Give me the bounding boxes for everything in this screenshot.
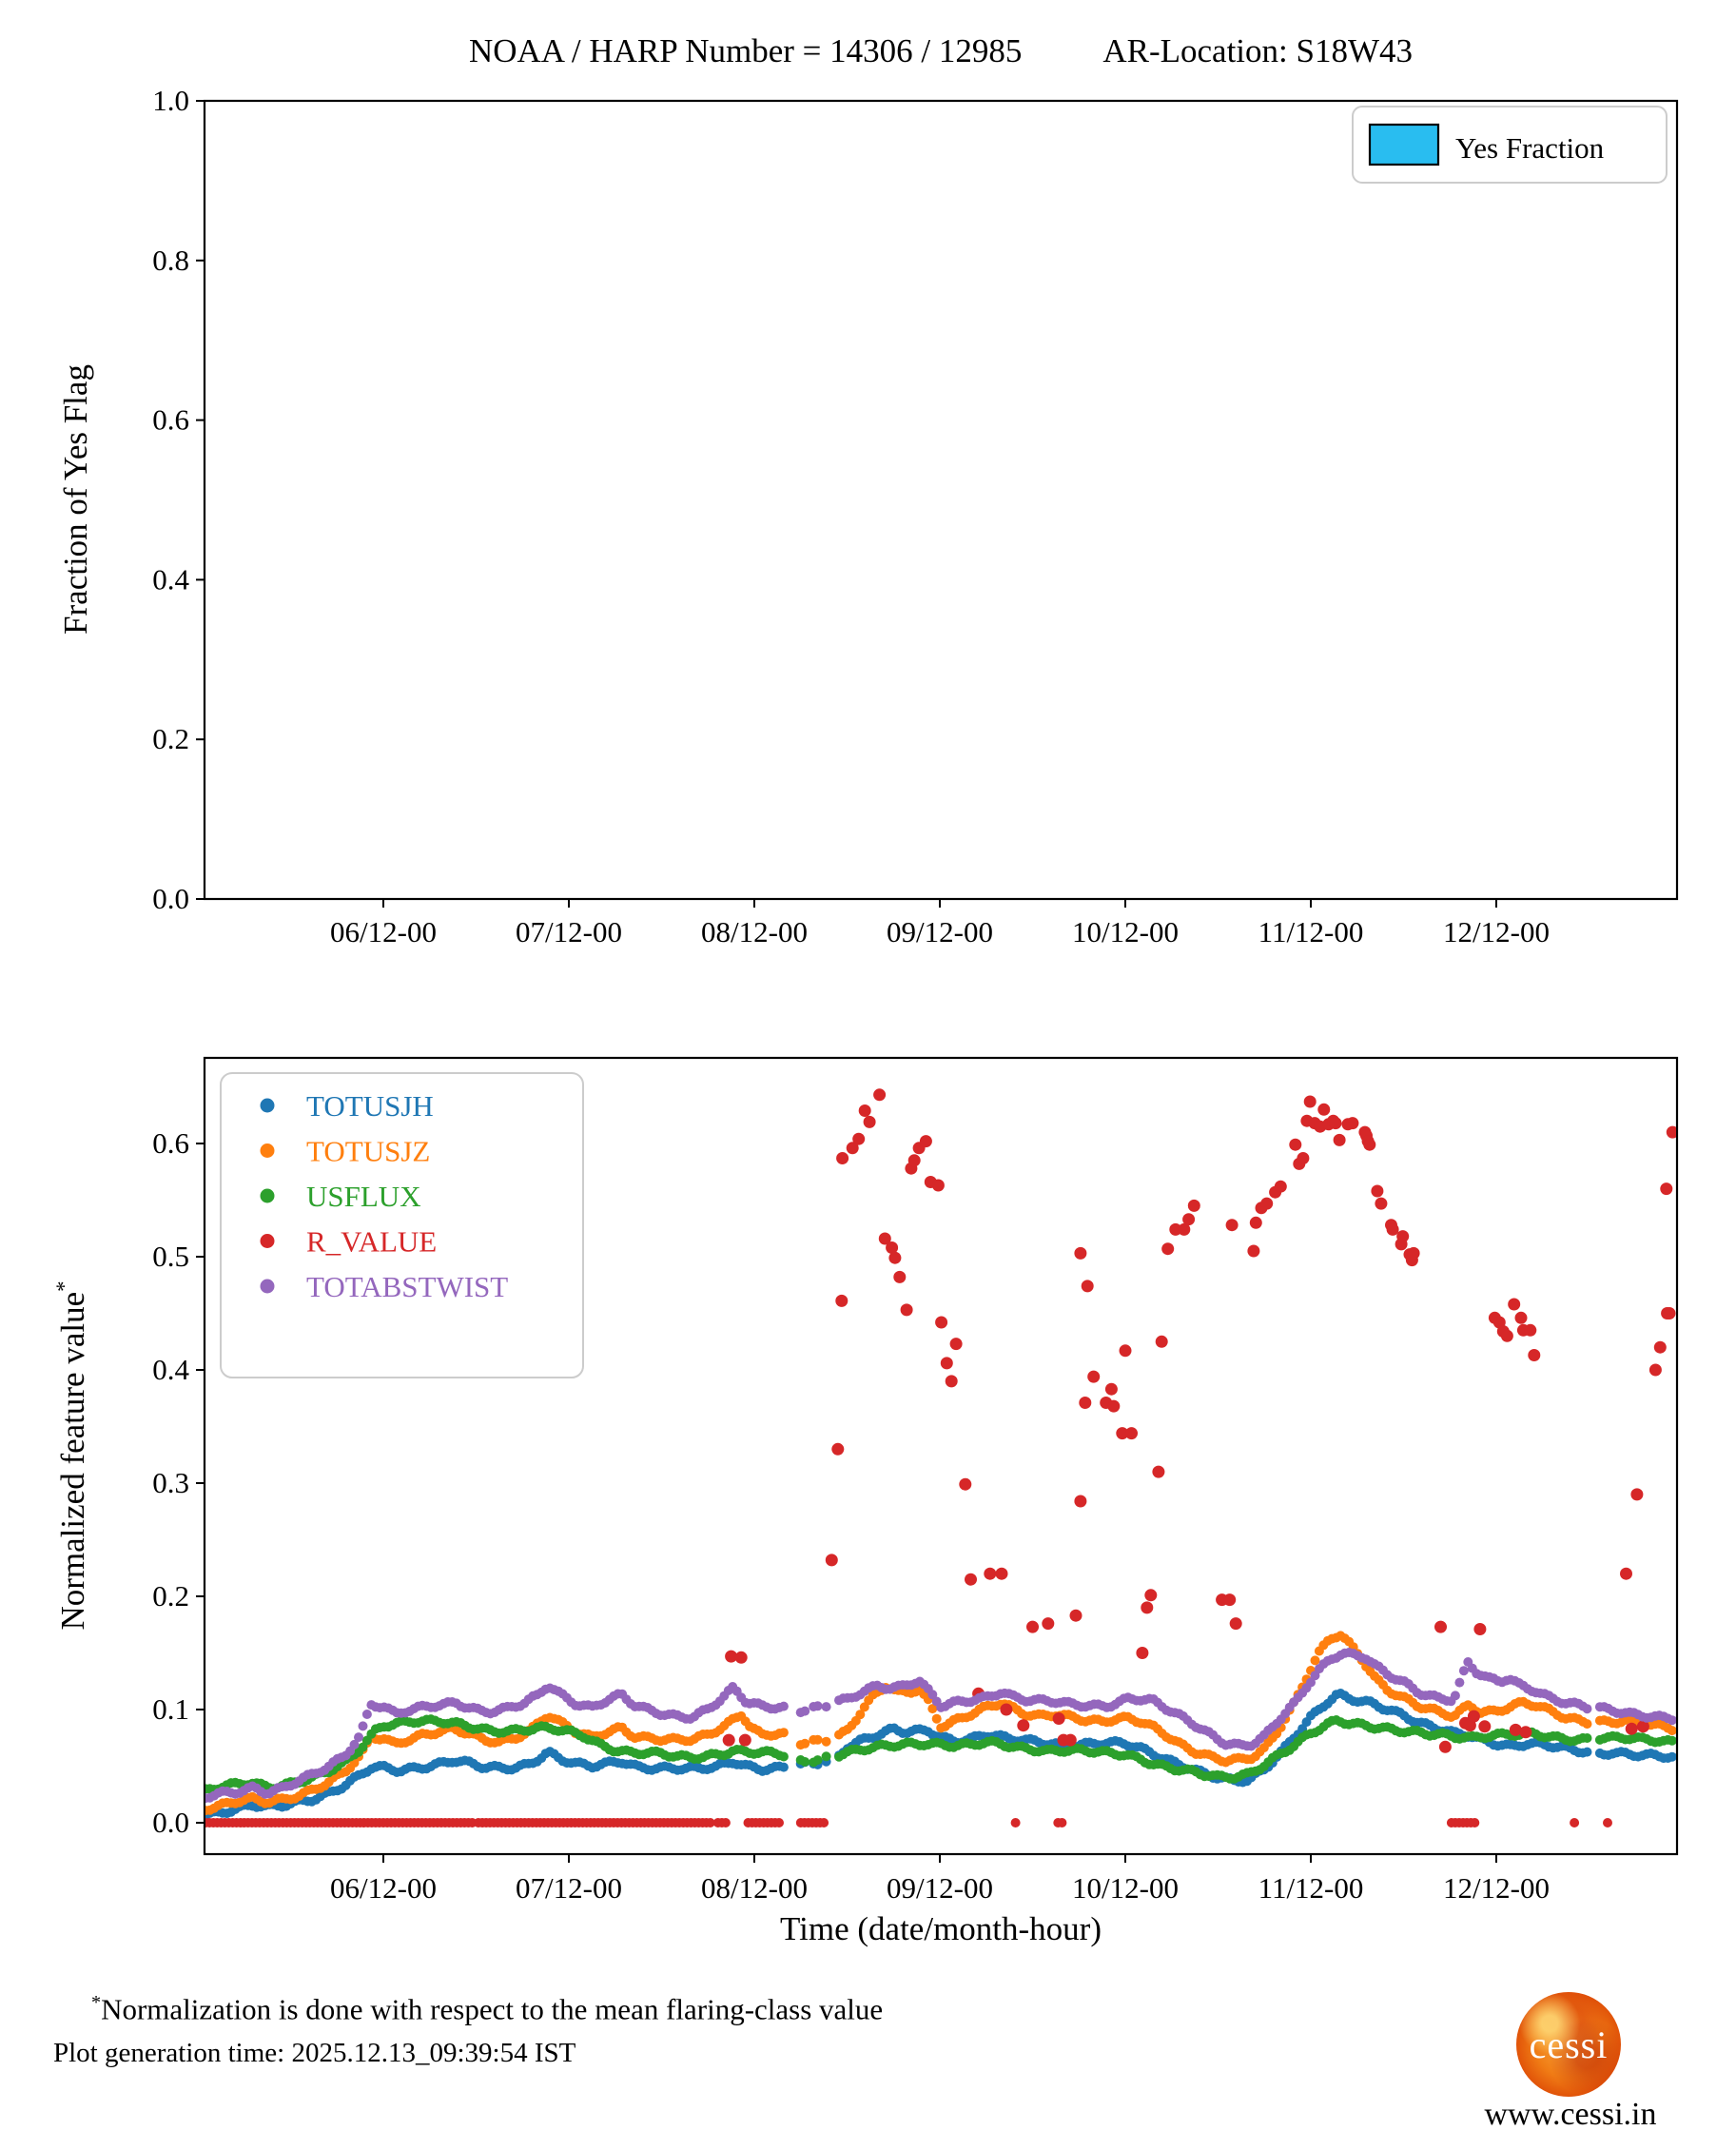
y-tick-label: 0.2	[152, 722, 189, 755]
figure-title: NOAA / HARP Number = 14306 / 12985 AR-Loc…	[205, 32, 1677, 70]
yes-fraction-legend: Yes Fraction	[1352, 106, 1668, 184]
series-R_VALUE	[205, 1088, 1676, 1828]
legend-marker-USFLUX	[260, 1188, 275, 1203]
x-tick-label: 08/12-00	[701, 915, 808, 948]
yes-fraction-patch	[1368, 123, 1440, 166]
footnote-asterisk: *	[91, 1992, 102, 2013]
y-tick-label: 0.5	[152, 1240, 189, 1273]
axes-frame	[203, 99, 1679, 901]
x-tick-label: 07/12-00	[516, 915, 622, 948]
x-tick-label: 08/12-00	[701, 1871, 808, 1905]
series-TOTABSTWIST	[205, 1648, 1676, 1804]
y-tick-label: 0.3	[152, 1466, 189, 1499]
x-tick-label: 12/12-00	[1443, 1871, 1550, 1905]
y-tick-label: 1.0	[152, 84, 189, 117]
scatter-points	[205, 1088, 1676, 1828]
y-tick-label: 0.6	[152, 403, 189, 437]
x-tick-label: 07/12-00	[516, 1871, 622, 1905]
yes-fraction-chart: 06/12-00 07/12-00 08/12-00 09/12-00 10/12-00…	[152, 84, 1679, 948]
y-tick-label: 0.4	[152, 1353, 189, 1386]
y-tick-label: 0.8	[152, 244, 189, 277]
y-tick-label: 0.6	[152, 1126, 189, 1160]
x-tick-label: 11/12-00	[1258, 1871, 1364, 1905]
ylabel-asterisk: *	[52, 1280, 77, 1292]
legend-marker-TOTABSTWIST	[260, 1279, 275, 1294]
legend-box	[220, 1072, 584, 1378]
y-tick-label: 0.1	[152, 1692, 189, 1726]
cessi-logo: cessi	[1516, 1992, 1621, 2097]
y-tick-label: 0.0	[152, 882, 189, 915]
legend-label-TOTUSJZ: TOTUSJZ	[306, 1135, 430, 1168]
x-tick-label: 09/12-00	[887, 915, 993, 948]
plot-generation-time: Plot generation time: 2025.12.13_09:39:5…	[53, 2038, 576, 2068]
y-tick-label: 0.2	[152, 1579, 189, 1612]
legend-label: Yes Fraction	[1455, 131, 1605, 165]
features-chart: 06/12-00 07/12-00 08/12-00 09/12-00 10/12-00…	[152, 1056, 1679, 1905]
y-tick-label: 0.4	[152, 562, 189, 596]
legend-label-TOTUSJH: TOTUSJH	[306, 1089, 434, 1123]
legend-marker-R_VALUE	[260, 1234, 275, 1248]
x-tick-label: 10/12-00	[1072, 915, 1179, 948]
legend-label-R_VALUE: R_VALUE	[306, 1225, 437, 1259]
y-tick-label: 0.0	[152, 1806, 189, 1839]
website-url: www.cessi.in	[1484, 2097, 1657, 2132]
x-tick-label: 09/12-00	[887, 1871, 993, 1905]
legend-label-USFLUX: USFLUX	[306, 1180, 421, 1213]
title-ar-location: AR-Location: S18W43	[1102, 32, 1414, 69]
x-tick-label: 12/12-00	[1443, 915, 1550, 948]
title-noaa-harp: NOAA / HARP Number = 14306 / 12985	[468, 32, 1023, 69]
cessi-logo-text: cessi	[1529, 2023, 1609, 2066]
x-tick-label: 06/12-00	[330, 1871, 437, 1905]
bottom-x-axis-label: Time (date/month-hour)	[780, 1910, 1102, 1947]
legend-marker-TOTUSJZ	[260, 1143, 275, 1158]
legend-marker-TOTUSJH	[260, 1098, 275, 1113]
x-tick-label: 06/12-00	[330, 915, 437, 948]
x-tick-label: 11/12-00	[1258, 915, 1364, 948]
features-legend: TOTUSJH TOTUSJZ USFLUX R_VALUE TOTABSTWIST	[220, 1072, 584, 1378]
legend-label-TOTABSTWIST: TOTABSTWIST	[306, 1270, 508, 1303]
normalization-footnote: *Normalization is done with respect to t…	[91, 1992, 884, 2026]
x-tick-label: 10/12-00	[1072, 1871, 1179, 1905]
